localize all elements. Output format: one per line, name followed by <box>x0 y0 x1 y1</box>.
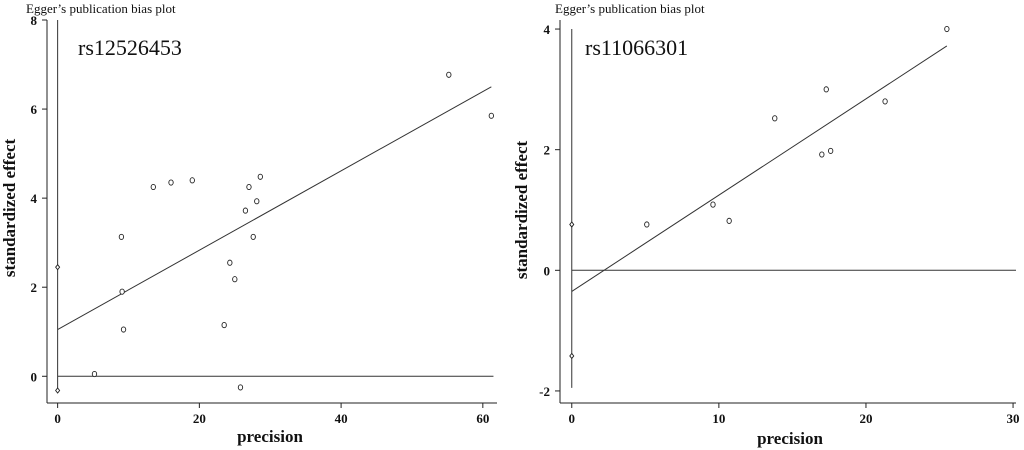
x-tick-label: 40 <box>335 411 348 426</box>
x-axis-label: precision <box>757 429 823 448</box>
data-point <box>232 276 238 283</box>
plot-area: 0 10 20 30 -2 0 2 4 <box>539 20 1020 426</box>
x-tick-label: 30 <box>1007 411 1020 426</box>
y-tick-label: 4 <box>544 22 551 37</box>
ci-marker <box>55 263 61 271</box>
y-tick-label: 0 <box>544 263 551 278</box>
data-point <box>488 112 494 119</box>
x-tick-label: 20 <box>859 411 872 426</box>
data-point <box>644 221 650 228</box>
data-point <box>772 115 778 122</box>
ci-marker <box>569 221 575 228</box>
data-point <box>246 183 252 191</box>
data-point <box>221 322 227 329</box>
data-point <box>237 384 244 391</box>
panel-rs12526453: Egger’s publication bias plot rs12526453… <box>0 1 497 446</box>
x-tick-label: 60 <box>476 411 489 426</box>
plot-area: 0 20 40 60 0 2 4 6 8 <box>31 13 497 426</box>
data-point <box>150 183 156 191</box>
data-point <box>819 151 825 158</box>
y-tick-label: 0 <box>31 369 38 384</box>
data-point <box>828 147 834 154</box>
y-tick-label: 2 <box>31 280 38 295</box>
y-axis-label: standardized effect <box>512 141 531 280</box>
data-point <box>119 288 125 295</box>
chart-title: Egger’s publication bias plot <box>26 1 176 16</box>
data-point <box>250 233 256 240</box>
snp-label: rs11066301 <box>585 35 688 60</box>
data-point <box>944 25 950 33</box>
x-axis-label: precision <box>237 427 303 446</box>
data-point <box>91 371 98 378</box>
data-point <box>882 98 888 105</box>
snp-label: rs12526453 <box>78 35 182 60</box>
y-tick-label: 8 <box>31 13 38 28</box>
y-axis-label: standardized effect <box>0 139 19 278</box>
ci-marker <box>55 387 61 394</box>
x-tick-label: 0 <box>54 411 61 426</box>
ci-marker <box>569 352 575 360</box>
y-tick-label: 2 <box>544 143 551 158</box>
data-point <box>254 198 260 205</box>
data-point <box>446 71 452 78</box>
data-point <box>242 207 249 214</box>
regression-line <box>57 86 492 330</box>
regression-line <box>571 45 948 292</box>
y-tick-label: -2 <box>539 384 550 399</box>
data-point <box>710 201 716 208</box>
data-point <box>168 179 174 186</box>
x-tick-label: 0 <box>569 411 576 426</box>
data-point <box>726 217 732 224</box>
x-tick-label: 20 <box>193 411 206 426</box>
data-point <box>120 326 127 333</box>
x-tick-label: 10 <box>712 411 725 426</box>
chart-title: Egger’s publication bias plot <box>555 1 705 16</box>
y-tick-label: 6 <box>31 102 38 117</box>
data-point <box>257 173 263 180</box>
data-point <box>189 177 195 184</box>
data-point <box>118 233 125 240</box>
data-point <box>823 86 829 93</box>
y-tick-label: 4 <box>31 191 38 206</box>
data-point <box>227 259 233 266</box>
panel-rs11066301: Egger’s publication bias plot rs11066301… <box>512 1 1020 448</box>
